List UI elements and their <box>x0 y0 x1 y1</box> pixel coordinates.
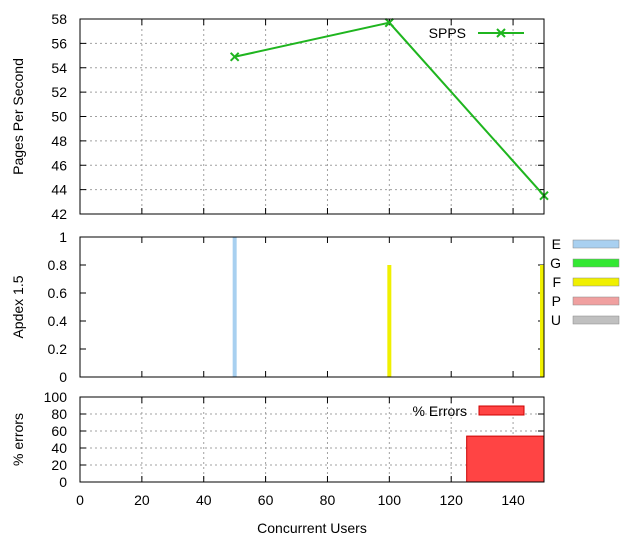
y-tick-label: 80 <box>51 406 67 422</box>
y-axis-label: Pages Per Second <box>10 58 26 175</box>
y-tick-label: 20 <box>51 457 67 473</box>
plot-frame-3 <box>79 396 545 483</box>
y-tick-label: 0.8 <box>48 257 68 273</box>
y-tick-label: 58 <box>51 11 67 27</box>
x-tick-label: 20 <box>134 492 150 508</box>
legend-swatch-e <box>572 239 620 249</box>
y-tick-label: 0.4 <box>48 313 68 329</box>
legend-swatch-f <box>572 277 620 287</box>
y-tick-label: 1 <box>59 229 67 245</box>
legend-swatch-g <box>572 258 620 268</box>
y-tick-label: 0.6 <box>48 285 68 301</box>
y-axis-label: % errors <box>10 413 26 466</box>
y-tick-label: 60 <box>51 423 67 439</box>
y-tick-label: 0 <box>59 369 67 385</box>
x-tick-label: 40 <box>196 492 212 508</box>
y-tick-label: 50 <box>51 109 67 125</box>
y-tick-label: 42 <box>51 206 67 222</box>
x-tick-label: 140 <box>501 492 525 508</box>
legend-label-spps: SPPS <box>429 25 466 41</box>
x-tick-label: 120 <box>440 492 464 508</box>
legend-label-e: E <box>552 236 561 252</box>
x-tick-label: 0 <box>76 492 84 508</box>
x-tick-label: 60 <box>258 492 274 508</box>
data-point <box>229 52 240 62</box>
legend-swatch-p <box>572 296 620 306</box>
legend-swatch-errors <box>478 405 525 416</box>
legend-label-p: P <box>552 293 561 309</box>
legend-label-errors: % Errors <box>413 403 467 419</box>
legend-label-f: F <box>552 274 561 290</box>
data-point <box>384 17 395 28</box>
y-tick-label: 56 <box>51 35 67 51</box>
legend-label-u: U <box>551 312 561 328</box>
plot-frame-1 <box>79 18 545 215</box>
apdex-bar <box>232 237 237 377</box>
y-tick-label: 0 <box>59 474 67 490</box>
y-tick-label: 44 <box>51 182 67 198</box>
y-tick-label: 48 <box>51 133 67 149</box>
y-tick-label: 54 <box>51 60 67 76</box>
apdex-bar <box>387 265 392 377</box>
legend-marker-spps <box>496 28 506 38</box>
y-tick-label: 46 <box>51 157 67 173</box>
x-tick-label: 100 <box>378 492 402 508</box>
error-bar <box>466 435 545 483</box>
y-axis-label: Apdex 1.5 <box>10 275 26 338</box>
legend-swatch-u <box>572 315 620 325</box>
y-tick-label: 0.2 <box>48 341 68 357</box>
x-axis-label: Concurrent Users <box>257 520 367 536</box>
y-tick-label: 100 <box>44 389 68 405</box>
legend-label-g: G <box>550 255 561 271</box>
apdex-bar <box>540 265 544 377</box>
y-tick-label: 40 <box>51 440 67 456</box>
y-tick-label: 52 <box>51 84 67 100</box>
plot-frame-2 <box>79 236 545 378</box>
x-tick-label: 80 <box>320 492 336 508</box>
